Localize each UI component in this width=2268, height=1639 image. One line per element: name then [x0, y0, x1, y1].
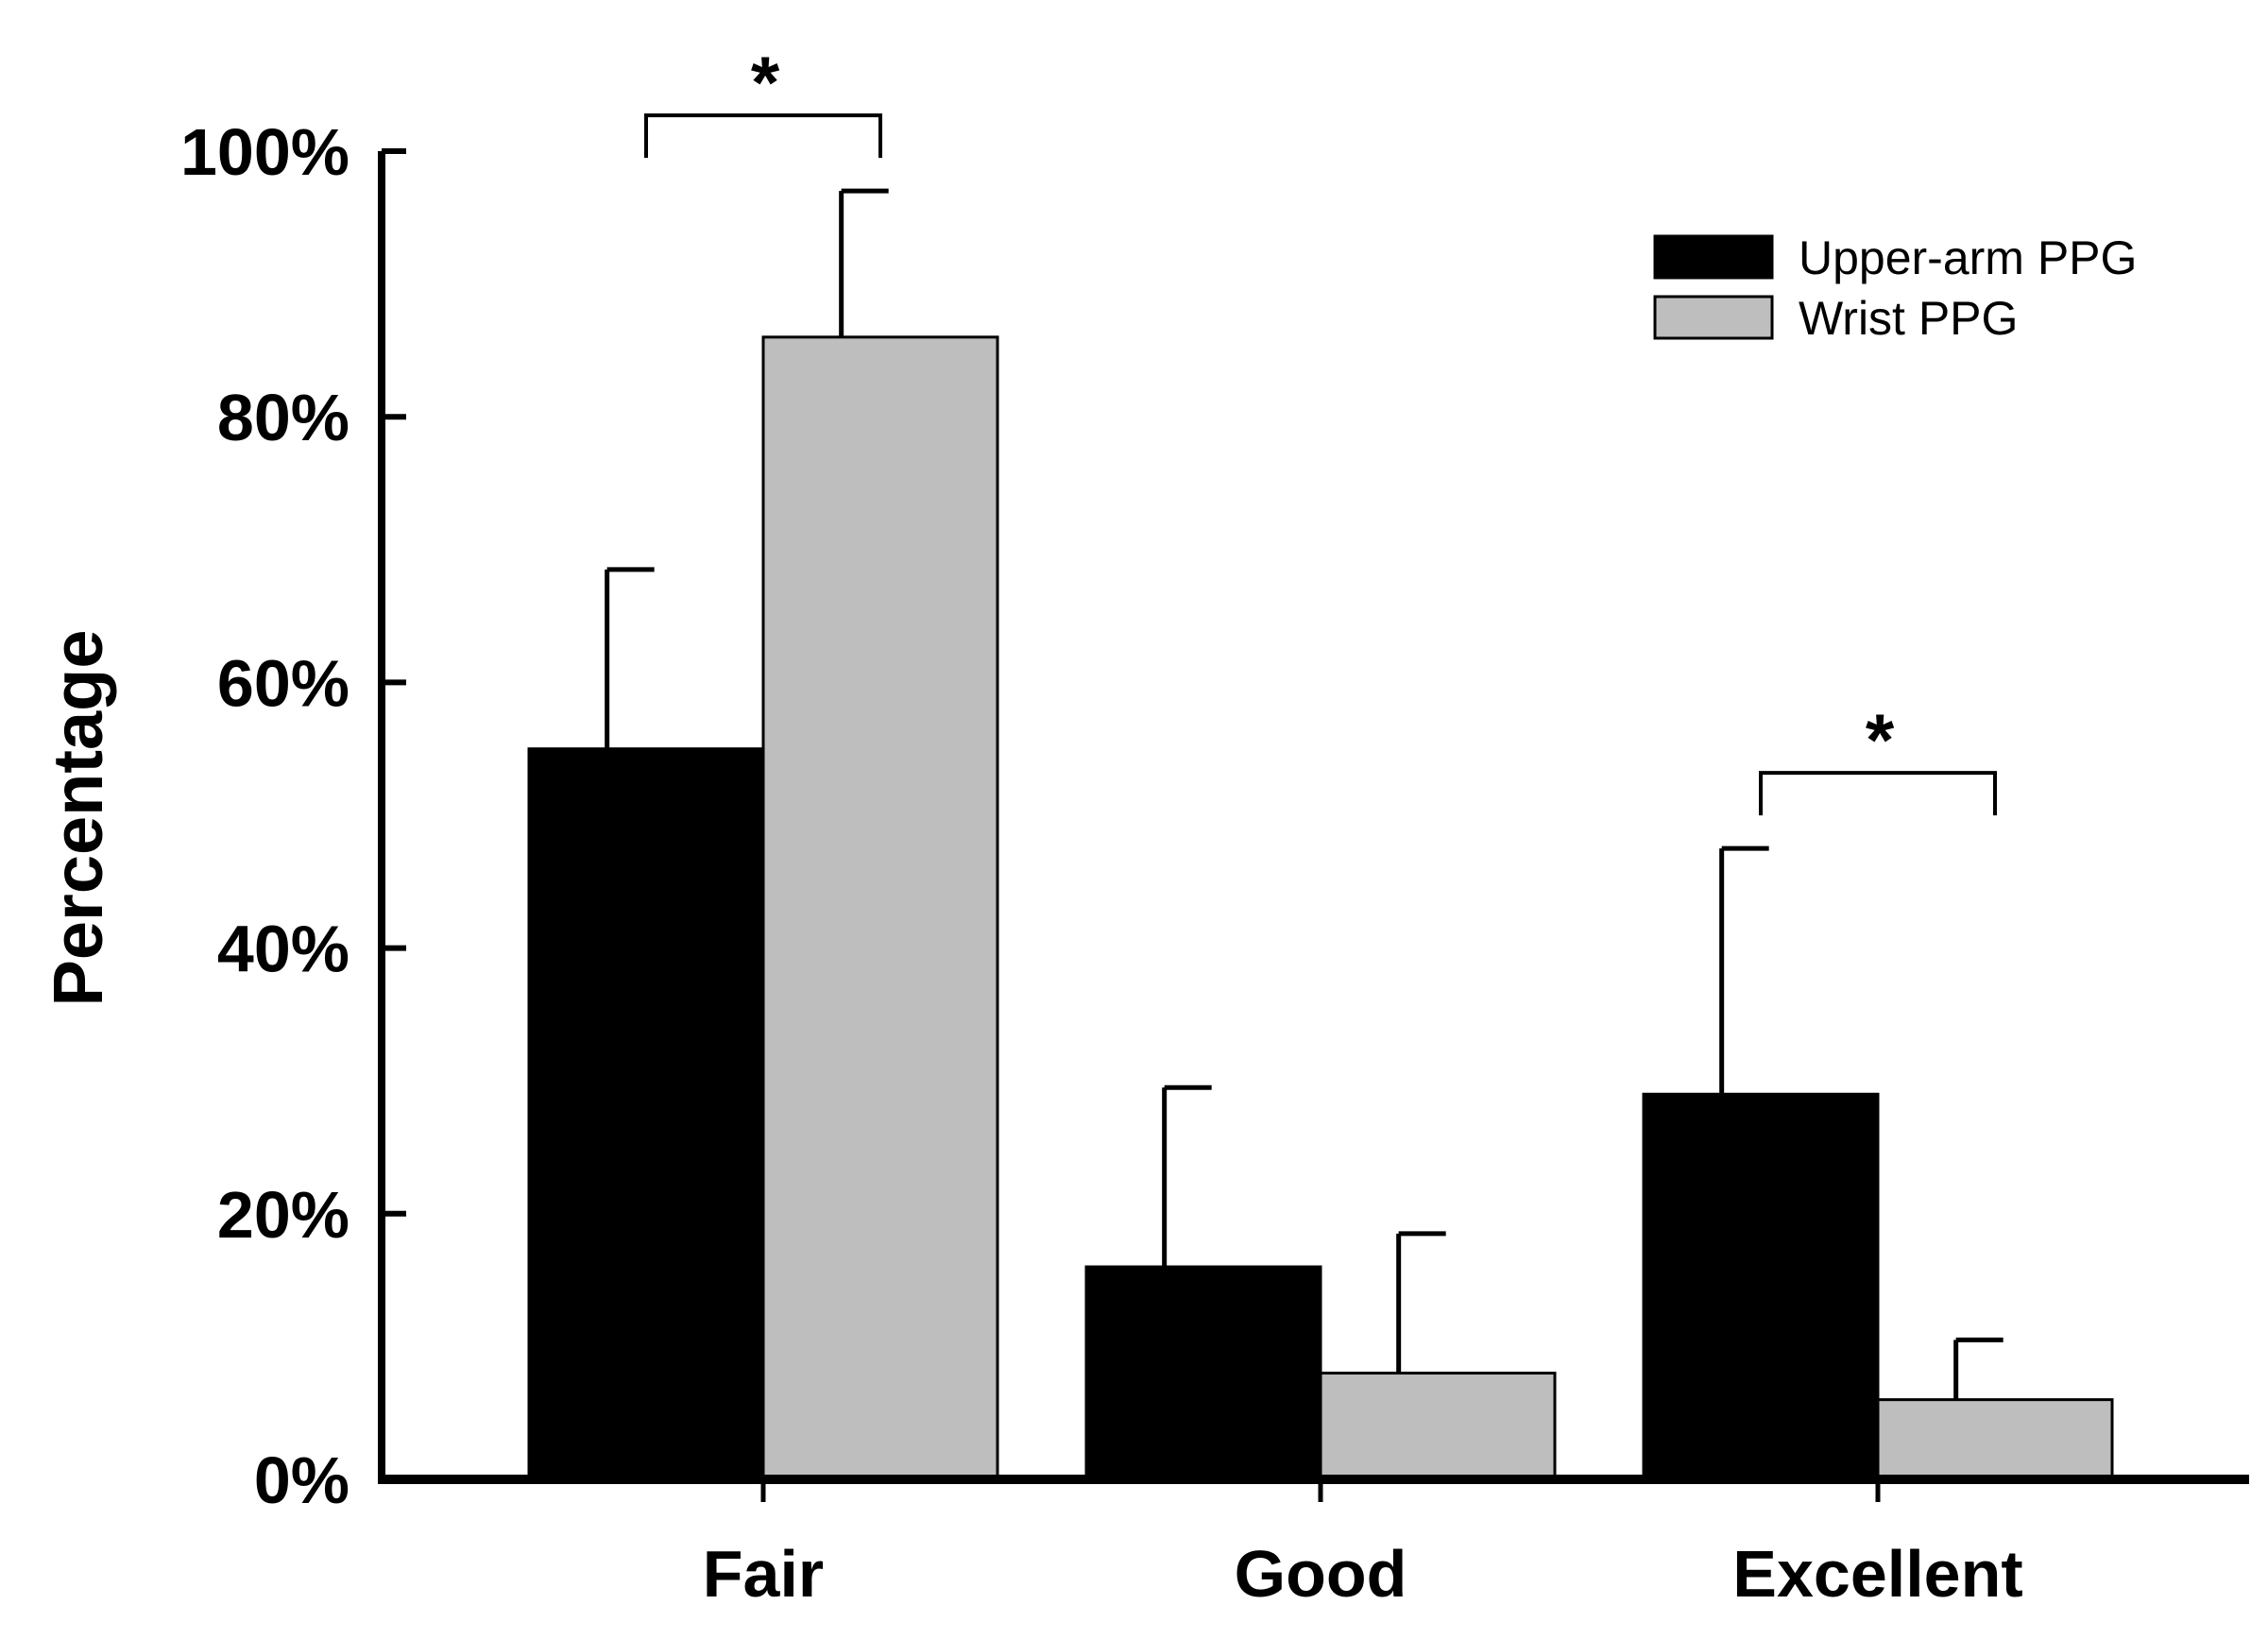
bar-wrist-ppg-good	[1319, 1372, 1557, 1481]
bar-upper-arm-ppg-fair	[527, 747, 765, 1481]
significance-annotations: **	[644, 41, 1997, 816]
legend-swatch-upper-arm-ppg	[1653, 234, 1774, 280]
bar-wrist-ppg-fair	[761, 335, 999, 1481]
y-tick-label: 20%	[217, 1178, 350, 1252]
y-ticks: 0% 20% 40% 60% 80% 100%	[180, 115, 406, 1517]
x-tick-label-excellent: Excellent	[1732, 1537, 2022, 1611]
bar-upper-arm-ppg-good	[1084, 1265, 1322, 1481]
x-tick-label-good: Good	[1235, 1537, 1407, 1611]
y-tick-label: 40%	[217, 913, 350, 986]
bar-upper-arm-ppg-excellent	[1642, 1092, 1880, 1481]
significance-bracket-excellent	[1759, 771, 1997, 816]
error-bars	[605, 188, 2004, 1400]
y-tick-label: 80%	[217, 381, 350, 454]
bar-wrist-ppg-excellent	[1876, 1398, 2114, 1481]
y-axis-title: Percentage	[39, 630, 117, 1007]
x-ticks: Fair Good Excellent	[703, 1479, 2023, 1611]
axes	[378, 151, 2249, 1484]
bars	[527, 335, 2114, 1481]
y-tick-label: 60%	[217, 646, 350, 720]
significance-star-excellent: *	[1866, 698, 1895, 781]
legend-swatch-wrist-ppg	[1653, 295, 1774, 340]
y-tick-label: 100%	[180, 115, 350, 189]
significance-bracket-fair	[644, 113, 882, 159]
x-tick-label-fair: Fair	[703, 1537, 824, 1611]
significance-star-fair: *	[751, 41, 780, 124]
legend-label-wrist-ppg: Wrist PPG	[1799, 292, 2018, 345]
legend: Upper-arm PPG Wrist PPG	[1653, 231, 2137, 345]
legend-label-upper-arm-ppg: Upper-arm PPG	[1799, 231, 2137, 284]
y-tick-label: 0%	[254, 1443, 350, 1517]
